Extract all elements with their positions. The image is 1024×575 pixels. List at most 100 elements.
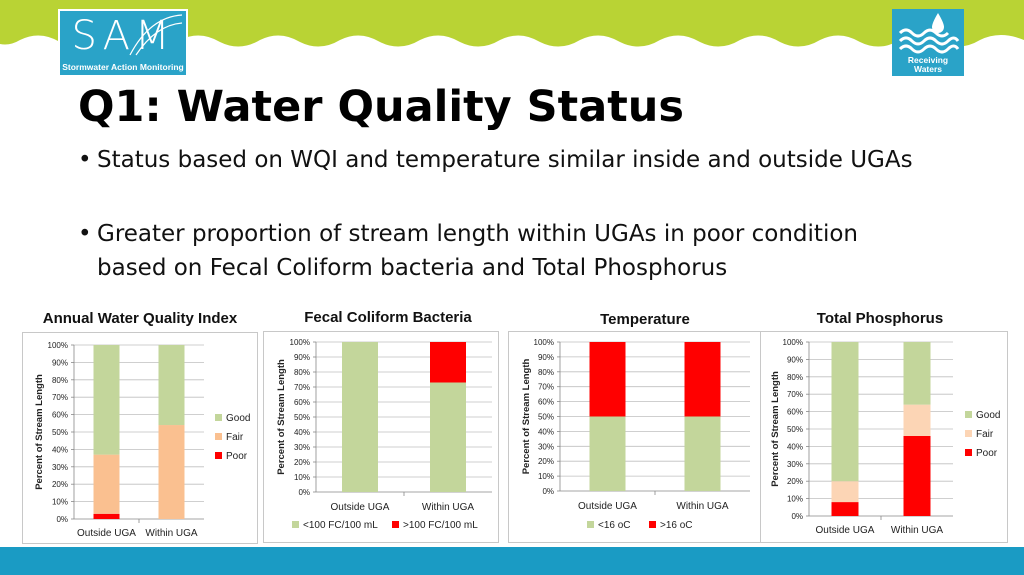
y-tick-label: 80% bbox=[787, 373, 803, 382]
bar-segment-poor bbox=[93, 513, 120, 519]
legend-swatch bbox=[215, 452, 222, 459]
y-tick-label: 40% bbox=[294, 428, 310, 437]
y-tick-label: 40% bbox=[538, 427, 554, 436]
y-tick-label: 100% bbox=[534, 338, 554, 347]
bar-segment--100-fc-100-ml bbox=[430, 342, 466, 383]
y-tick-label: 90% bbox=[787, 355, 803, 364]
chart-title-total-phosphorus: Total Phosphorus bbox=[816, 310, 944, 327]
legend-label: Poor bbox=[976, 448, 998, 459]
bar-segment-fair bbox=[158, 425, 185, 519]
y-tick-label: 100% bbox=[48, 341, 68, 350]
y-tick-label: 100% bbox=[290, 338, 310, 347]
legend-swatch bbox=[965, 411, 972, 418]
y-tick-label: 50% bbox=[538, 413, 554, 422]
legend-swatch bbox=[215, 414, 222, 421]
y-tick-label: 60% bbox=[294, 398, 310, 407]
bar-segment-poor bbox=[903, 435, 931, 516]
legend-label: Good bbox=[226, 413, 250, 424]
sam-logo-subtitle: Stormwater Action Monitoring bbox=[62, 62, 184, 72]
y-tick-label: 0% bbox=[298, 488, 310, 497]
chart-title-temperature: Temperature bbox=[600, 311, 690, 328]
y-tick-label: 90% bbox=[538, 353, 554, 362]
legend-swatch bbox=[587, 521, 594, 528]
bar-segment--100-fc-100-ml bbox=[342, 342, 378, 492]
receiving-waters-line1: Receiving bbox=[907, 55, 949, 65]
x-category-label: Outside UGA bbox=[578, 501, 637, 512]
sam-logo: SAM Stormwater Action Monitoring bbox=[58, 9, 188, 77]
y-axis-label: Percent of Stream Length bbox=[770, 371, 781, 487]
chart-title-fecal-coliform: Fecal Coliform Bacteria bbox=[304, 309, 472, 326]
y-tick-label: 0% bbox=[791, 512, 803, 521]
y-tick-label: 10% bbox=[294, 473, 310, 482]
y-axis-label: Percent of Stream Length bbox=[34, 374, 45, 490]
bar-segment-good bbox=[903, 342, 931, 405]
chart-svg: 0% 10% 20% 30% 40% 50% 60% 70% 80% 90% 100% Percent… bbox=[34, 341, 250, 539]
y-tick-label: 80% bbox=[538, 368, 554, 377]
legend-label: Poor bbox=[226, 451, 248, 462]
chart-panel-fecal-coliform: 0% 10% 20% 30% 40% 50% 60% 70% 80% 90% 100% Percent… bbox=[263, 331, 499, 543]
x-category-label: Outside UGA bbox=[77, 528, 136, 539]
y-tick-label: 10% bbox=[538, 472, 554, 481]
header-wave-band bbox=[0, 0, 1024, 47]
y-tick-label: 30% bbox=[52, 463, 68, 472]
y-tick-label: 20% bbox=[294, 458, 310, 467]
bar-segment--16-oc bbox=[684, 416, 721, 491]
y-tick-label: 50% bbox=[294, 413, 310, 422]
y-tick-label: 80% bbox=[52, 376, 68, 385]
x-category-label: Outside UGA bbox=[816, 525, 875, 536]
chart-svg: 0% 10% 20% 30% 40% 50% 60% 70% 80% 90% 100% Percent… bbox=[521, 338, 750, 531]
y-tick-label: 60% bbox=[52, 411, 68, 420]
bar-segment-good bbox=[831, 342, 859, 482]
bar-segment-fair bbox=[831, 481, 859, 503]
footer-band bbox=[0, 547, 1024, 575]
chart-panel-wqi: 0% 10% 20% 30% 40% 50% 60% 70% 80% 90% 100% Percent… bbox=[22, 332, 258, 544]
y-tick-label: 50% bbox=[52, 428, 68, 437]
y-tick-label: 10% bbox=[52, 498, 68, 507]
legend-label: Fair bbox=[226, 432, 244, 443]
y-tick-label: 40% bbox=[787, 442, 803, 451]
legend-label: >16 oC bbox=[660, 520, 693, 531]
legend-swatch bbox=[392, 521, 399, 528]
y-tick-label: 100% bbox=[783, 338, 803, 347]
y-tick-label: 20% bbox=[52, 480, 68, 489]
bar-segment-fair bbox=[93, 454, 120, 514]
bullet-dot: • bbox=[78, 221, 92, 247]
sam-logo-wave-icon bbox=[129, 14, 183, 56]
x-category-label: Within UGA bbox=[676, 501, 729, 512]
chart-title-wqi: Annual Water Quality Index bbox=[42, 310, 238, 327]
y-tick-label: 20% bbox=[787, 477, 803, 486]
legend-swatch bbox=[649, 521, 656, 528]
legend-label: <100 FC/100 mL bbox=[303, 520, 378, 531]
chart-svg: 0% 10% 20% 30% 40% 50% 60% 70% 80% 90% 100% Percent… bbox=[770, 338, 1000, 536]
chart-panel-total-phosphorus: 0% 10% 20% 30% 40% 50% 60% 70% 80% 90% 100% Percent… bbox=[760, 331, 1008, 543]
y-tick-label: 0% bbox=[542, 487, 554, 496]
y-tick-label: 70% bbox=[294, 383, 310, 392]
y-tick-label: 90% bbox=[294, 353, 310, 362]
legend-label: Good bbox=[976, 410, 1000, 421]
bar-segment--16-oc bbox=[684, 342, 721, 417]
y-tick-label: 70% bbox=[787, 390, 803, 399]
bar-segment-good bbox=[93, 345, 120, 455]
legend-label: >100 FC/100 mL bbox=[403, 520, 478, 531]
bar-segment--16-oc bbox=[589, 416, 626, 491]
legend-swatch bbox=[215, 433, 222, 440]
y-tick-label: 20% bbox=[538, 457, 554, 466]
x-category-label: Within UGA bbox=[891, 525, 944, 536]
receiving-waters-line2: Waters bbox=[913, 64, 943, 74]
y-tick-label: 70% bbox=[52, 393, 68, 402]
sam-logo-mark: SAM bbox=[71, 13, 175, 59]
y-tick-label: 50% bbox=[787, 425, 803, 434]
bar-segment-good bbox=[158, 345, 185, 426]
y-tick-label: 30% bbox=[787, 460, 803, 469]
y-axis-label: Percent of Stream Length bbox=[521, 359, 532, 475]
chart-panel-temperature: 0% 10% 20% 30% 40% 50% 60% 70% 80% 90% 100% Percent… bbox=[508, 331, 782, 543]
bar-segment-poor bbox=[831, 502, 859, 516]
y-tick-label: 60% bbox=[787, 408, 803, 417]
x-category-label: Within UGA bbox=[422, 502, 475, 513]
x-category-label: Outside UGA bbox=[331, 502, 390, 513]
y-tick-label: 90% bbox=[52, 358, 68, 367]
bullet-1-text: Status based on WQI and temperature simi… bbox=[97, 147, 913, 173]
y-tick-label: 30% bbox=[538, 442, 554, 451]
bullet-dot: • bbox=[78, 147, 92, 173]
y-tick-label: 70% bbox=[538, 383, 554, 392]
